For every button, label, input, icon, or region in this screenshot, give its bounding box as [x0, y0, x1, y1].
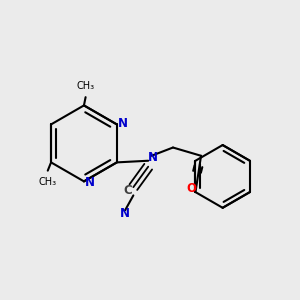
- Text: N: N: [120, 207, 130, 220]
- Text: N: N: [85, 176, 95, 188]
- Text: N: N: [148, 151, 158, 164]
- Text: C: C: [123, 184, 132, 197]
- Text: CH₃: CH₃: [76, 81, 95, 91]
- Text: CH₃: CH₃: [39, 177, 57, 187]
- Text: N: N: [118, 117, 128, 130]
- Text: O: O: [186, 182, 196, 195]
